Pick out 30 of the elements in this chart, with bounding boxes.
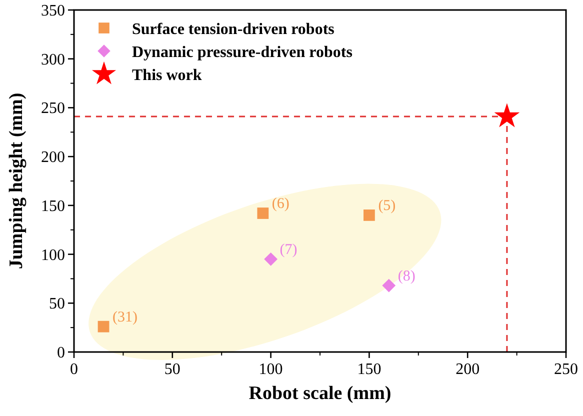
x-tick-label: 200 xyxy=(456,361,480,378)
y-tick-label: 100 xyxy=(41,246,65,264)
y-tick-label: 300 xyxy=(41,51,65,68)
y-tick-label: 50 xyxy=(49,296,65,313)
annotation: (8) xyxy=(398,268,416,285)
point xyxy=(364,210,375,221)
x-tick-label: 150 xyxy=(357,361,382,378)
annotation: (7) xyxy=(280,242,298,258)
annotation: (31) xyxy=(112,310,138,326)
point xyxy=(382,278,396,292)
point xyxy=(494,103,520,128)
legend-label: Surface tension-driven robots xyxy=(132,21,334,38)
x-tick-label: 50 xyxy=(164,361,180,378)
legend-label: This work xyxy=(132,67,202,84)
y-tick-label: 0 xyxy=(57,344,65,362)
point xyxy=(264,252,278,266)
point xyxy=(98,320,110,332)
y-tick-label: 350 xyxy=(41,2,65,20)
y-tick-label: 150 xyxy=(41,198,65,215)
x-tick-label: 100 xyxy=(258,361,283,378)
y-tick-label: 250 xyxy=(41,100,65,118)
x-axis-title: Robot scale (mm) xyxy=(248,383,392,404)
x-tick-label: 0 xyxy=(70,361,78,378)
legend-label: Dynamic pressure-driven robots xyxy=(132,44,352,61)
point xyxy=(257,208,269,219)
y-axis-title: Jumping height (mm) xyxy=(6,92,27,270)
annotation: (6) xyxy=(272,196,290,212)
y-tick-label: 200 xyxy=(41,149,65,166)
annotation: (5) xyxy=(378,198,396,214)
x-tick-label: 250 xyxy=(554,361,578,378)
